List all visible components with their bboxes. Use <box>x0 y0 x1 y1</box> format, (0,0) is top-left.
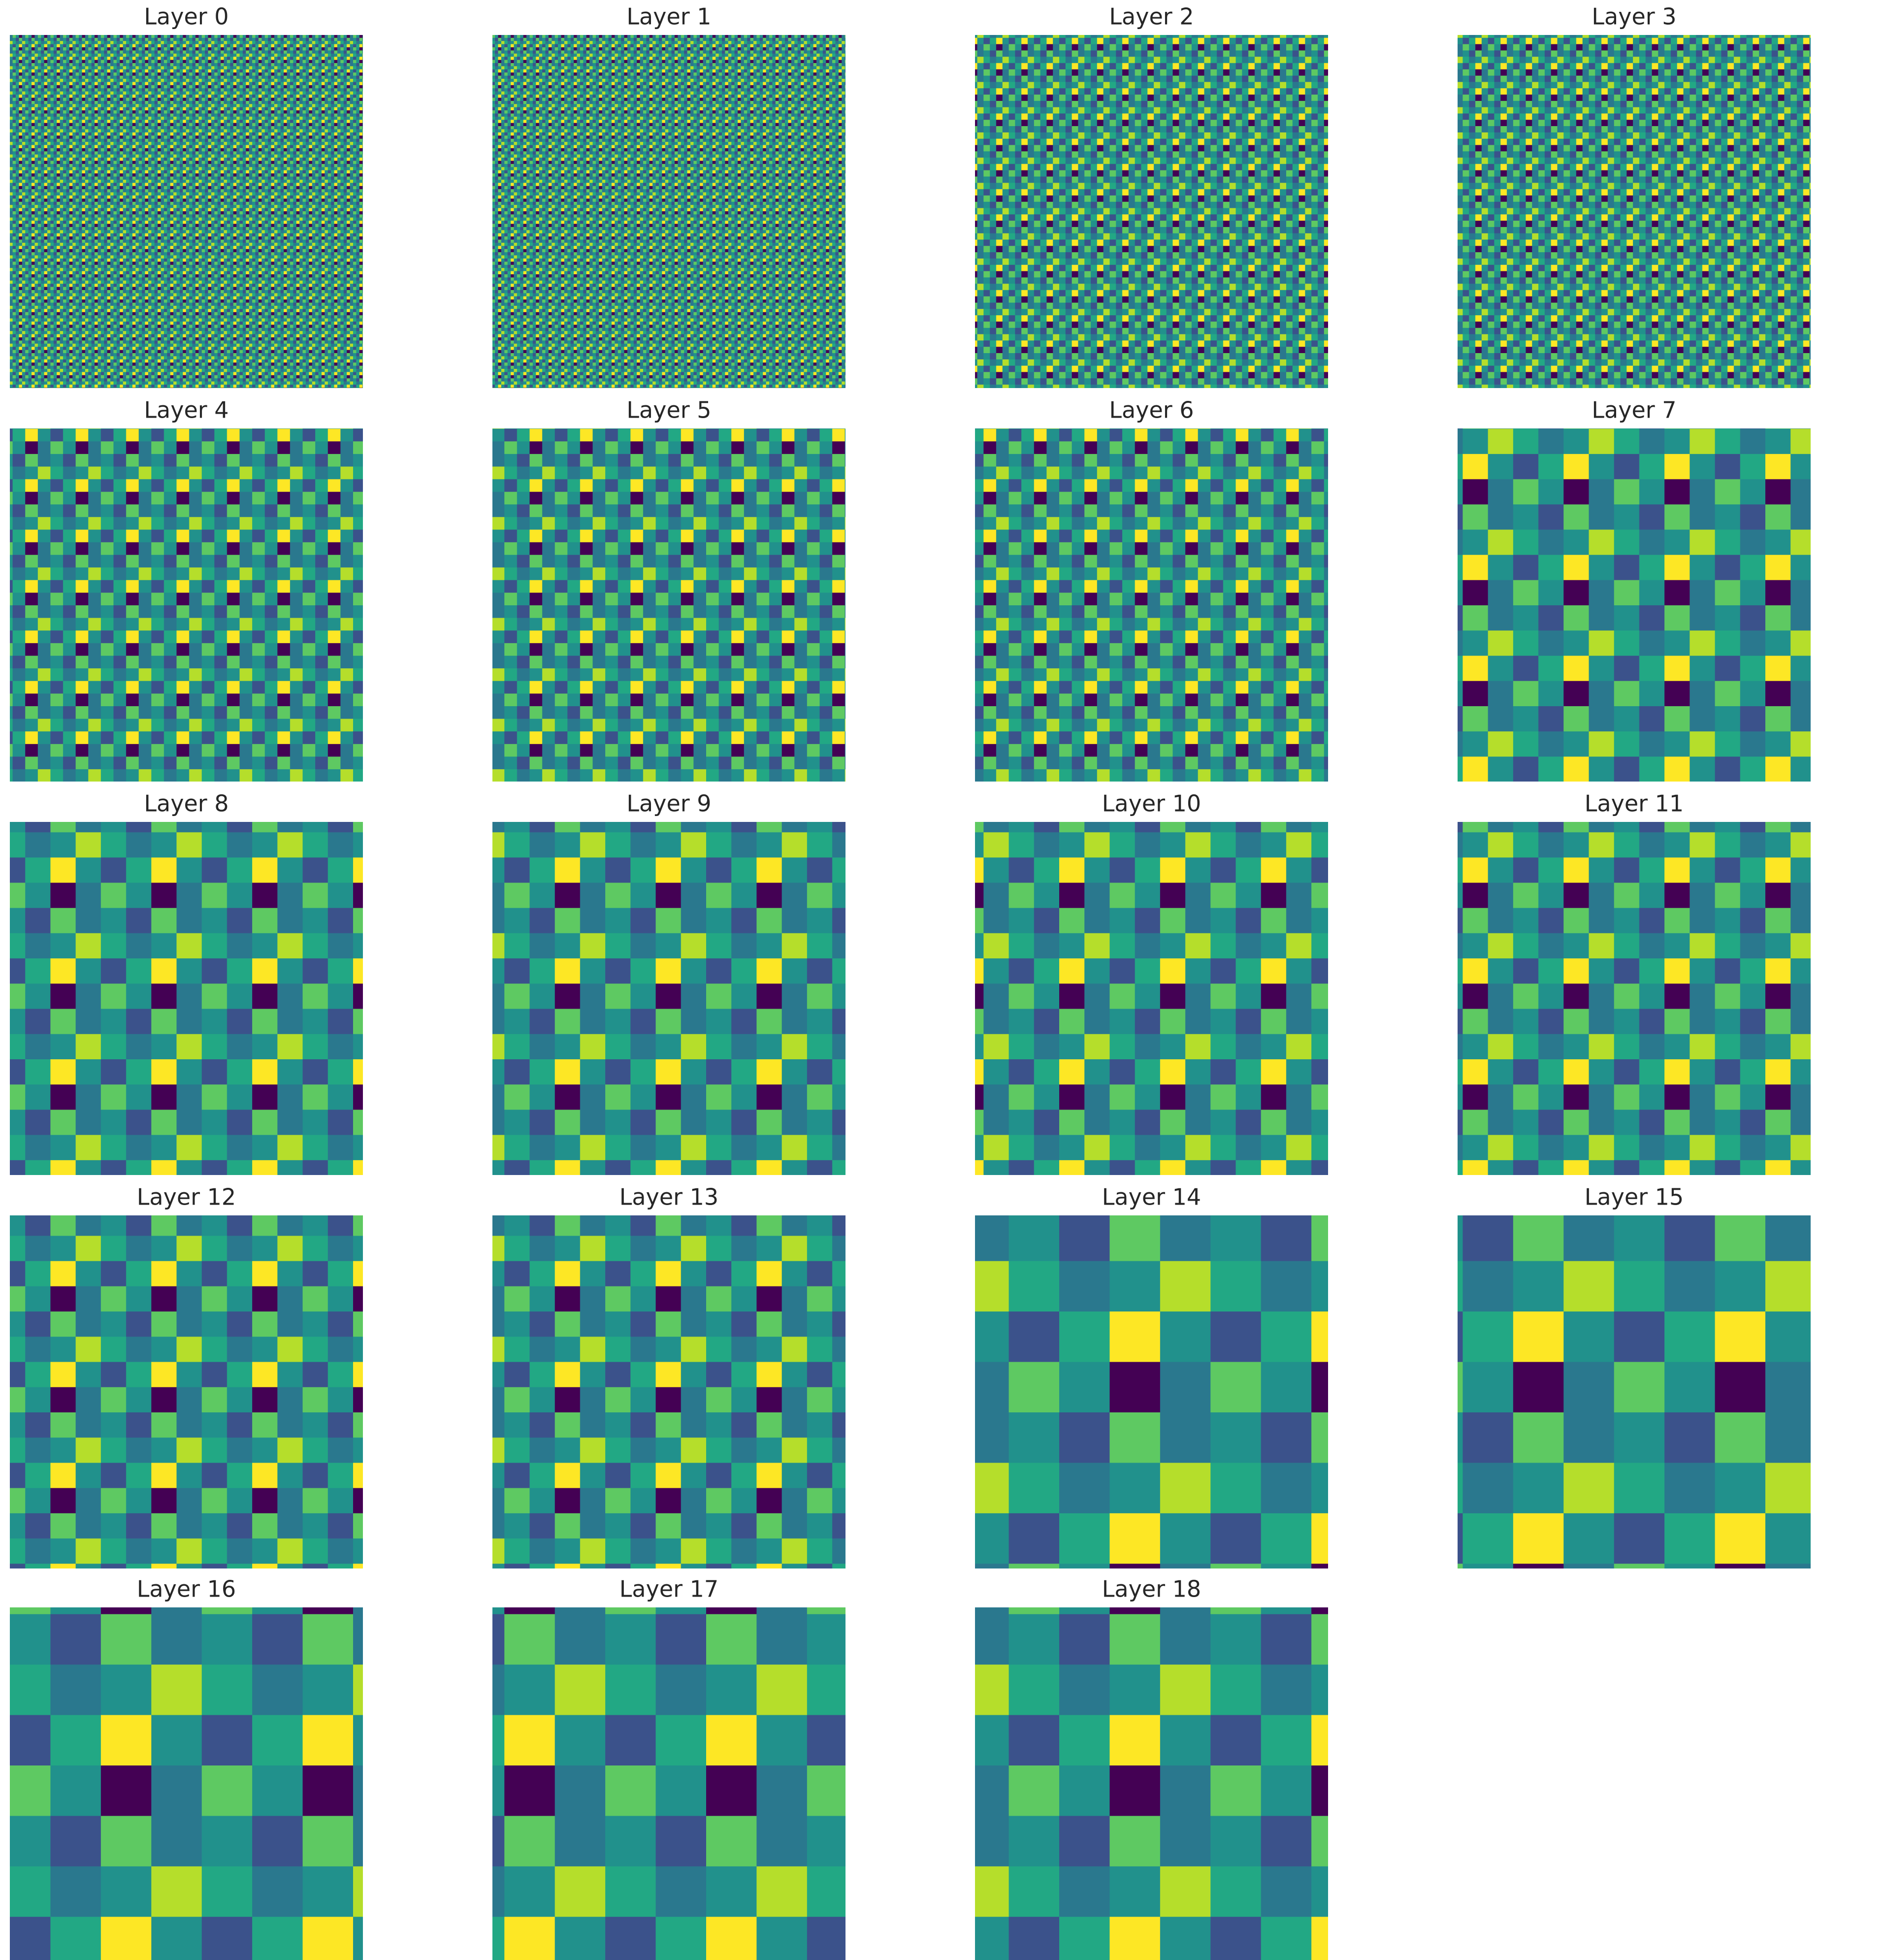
feature-map <box>1458 428 1811 782</box>
feature-map <box>1458 822 1811 1175</box>
feature-map <box>1458 35 1811 388</box>
feature-map <box>10 1607 363 1960</box>
feature-map <box>492 822 845 1175</box>
panel-title: Layer 9 <box>626 790 711 817</box>
feature-map <box>10 35 363 388</box>
feature-map <box>492 35 845 388</box>
feature-map <box>975 822 1328 1175</box>
panel-title: Layer 7 <box>1592 397 1676 424</box>
panel-title: Layer 14 <box>1102 1184 1201 1210</box>
panel-title: Layer 1 <box>626 3 711 30</box>
feature-map <box>1458 1215 1811 1568</box>
panel-title: Layer 17 <box>619 1576 718 1602</box>
feature-map <box>975 428 1328 782</box>
panel-title: Layer 0 <box>144 3 228 30</box>
feature-map <box>975 1607 1328 1960</box>
panel-title: Layer 13 <box>619 1184 718 1210</box>
feature-map <box>492 1215 845 1568</box>
feature-map <box>10 822 363 1175</box>
panel-title: Layer 12 <box>137 1184 236 1210</box>
feature-map <box>975 35 1328 388</box>
panel-title: Layer 15 <box>1585 1184 1684 1210</box>
feature-map <box>975 1215 1328 1568</box>
feature-map <box>10 428 363 782</box>
panel-title: Layer 8 <box>144 790 228 817</box>
panel-title: Layer 5 <box>626 397 711 424</box>
panel-title: Layer 16 <box>137 1576 236 1602</box>
panel-title: Layer 10 <box>1102 790 1201 817</box>
panel-title: Layer 4 <box>144 397 228 424</box>
feature-map <box>492 428 845 782</box>
feature-map <box>10 1215 363 1568</box>
panel-title: Layer 3 <box>1592 3 1676 30</box>
panel-title: Layer 2 <box>1109 3 1194 30</box>
panel-title: Layer 6 <box>1109 397 1194 424</box>
panel-title: Layer 18 <box>1102 1576 1201 1602</box>
feature-map <box>492 1607 845 1960</box>
panel-title: Layer 11 <box>1585 790 1684 817</box>
